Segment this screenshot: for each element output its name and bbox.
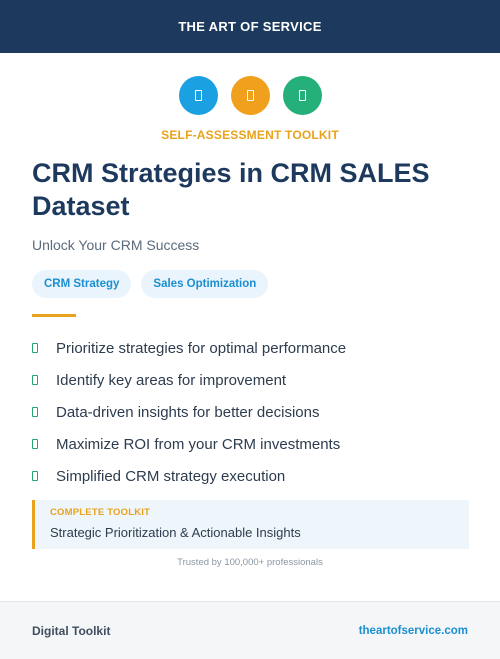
footer-label: Digital Toolkit xyxy=(32,623,111,638)
check-icon xyxy=(32,407,38,417)
trusted-note: Trusted by 100,000+ professionals xyxy=(177,557,323,568)
check-icon xyxy=(32,471,38,481)
feature-text: Prioritize strategies for optimal perfor… xyxy=(56,339,347,357)
toolkit-callout: COMPLETE TOOLKIT Strategic Prioritizatio… xyxy=(32,500,469,549)
feature-item: Data-driven insights for better decision… xyxy=(32,396,346,428)
green-document-icon xyxy=(282,76,322,115)
website-link[interactable]: theartofservice.com xyxy=(358,624,468,637)
accent-divider xyxy=(32,314,76,317)
page-title: CRM Strategies in CRM SALES Dataset xyxy=(32,158,430,221)
feature-text: Identify key areas for improvement xyxy=(56,371,287,389)
check-icon xyxy=(32,439,38,449)
callout-kicker: COMPLETE TOOLKIT xyxy=(50,507,151,518)
feature-text: Simplified CRM strategy execution xyxy=(56,467,286,485)
feature-item: Prioritize strategies for optimal perfor… xyxy=(32,332,346,364)
feature-item: Identify key areas for improvement xyxy=(32,364,346,396)
check-icon xyxy=(32,343,38,353)
tag-list: CRM Strategy Sales Optimization xyxy=(32,270,269,298)
feature-item: Simplified CRM strategy execution xyxy=(32,460,346,492)
tag-crm-strategy: CRM Strategy xyxy=(32,270,132,298)
tag-sales-optimization: Sales Optimization xyxy=(141,270,269,298)
icon-row xyxy=(0,76,500,115)
header-bar: THE ART OF SERVICE xyxy=(0,0,500,53)
feature-item: Maximize ROI from your CRM investments xyxy=(32,428,346,460)
toolkit-kicker: SELF-ASSESSMENT TOOLKIT xyxy=(161,128,339,142)
blue-document-icon xyxy=(178,76,218,115)
orange-document-icon xyxy=(230,76,270,115)
brand-name: THE ART OF SERVICE xyxy=(178,19,322,34)
subtitle: Unlock Your CRM Success xyxy=(32,237,200,253)
check-icon xyxy=(32,375,38,385)
footer: Digital Toolkit theartofservice.com xyxy=(0,601,500,659)
feature-text: Data-driven insights for better decision… xyxy=(56,403,320,421)
callout-text: Strategic Prioritization & Actionable In… xyxy=(50,525,301,540)
feature-list: Prioritize strategies for optimal perfor… xyxy=(32,332,346,492)
feature-text: Maximize ROI from your CRM investments xyxy=(56,435,341,453)
